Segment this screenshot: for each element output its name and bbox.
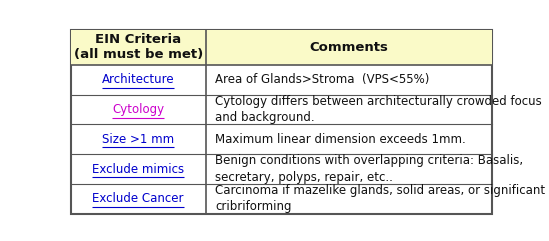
Text: Exclude mimics: Exclude mimics [92, 162, 184, 175]
FancyBboxPatch shape [71, 30, 492, 65]
Text: Cytology: Cytology [112, 103, 164, 116]
Text: Comments: Comments [309, 41, 388, 54]
Text: Carcinoma if mazelike glands, solid areas, or significant
cribriforming: Carcinoma if mazelike glands, solid area… [215, 184, 545, 214]
Text: Maximum linear dimension exceeds 1mm.: Maximum linear dimension exceeds 1mm. [215, 133, 466, 146]
Text: Area of Glands>Stroma  (VPS<55%): Area of Glands>Stroma (VPS<55%) [215, 74, 429, 87]
FancyBboxPatch shape [71, 30, 492, 214]
Text: Cytology differs between architecturally crowded focus
and background.: Cytology differs between architecturally… [215, 95, 542, 124]
Text: EIN Criteria
(all must be met): EIN Criteria (all must be met) [74, 33, 203, 61]
Text: Architecture: Architecture [102, 74, 175, 87]
Text: Size >1 mm: Size >1 mm [102, 133, 174, 146]
Text: Benign conditions with overlapping criteria: Basalis,
secretary, polyps, repair,: Benign conditions with overlapping crite… [215, 154, 523, 184]
Text: Exclude Cancer: Exclude Cancer [92, 192, 184, 205]
